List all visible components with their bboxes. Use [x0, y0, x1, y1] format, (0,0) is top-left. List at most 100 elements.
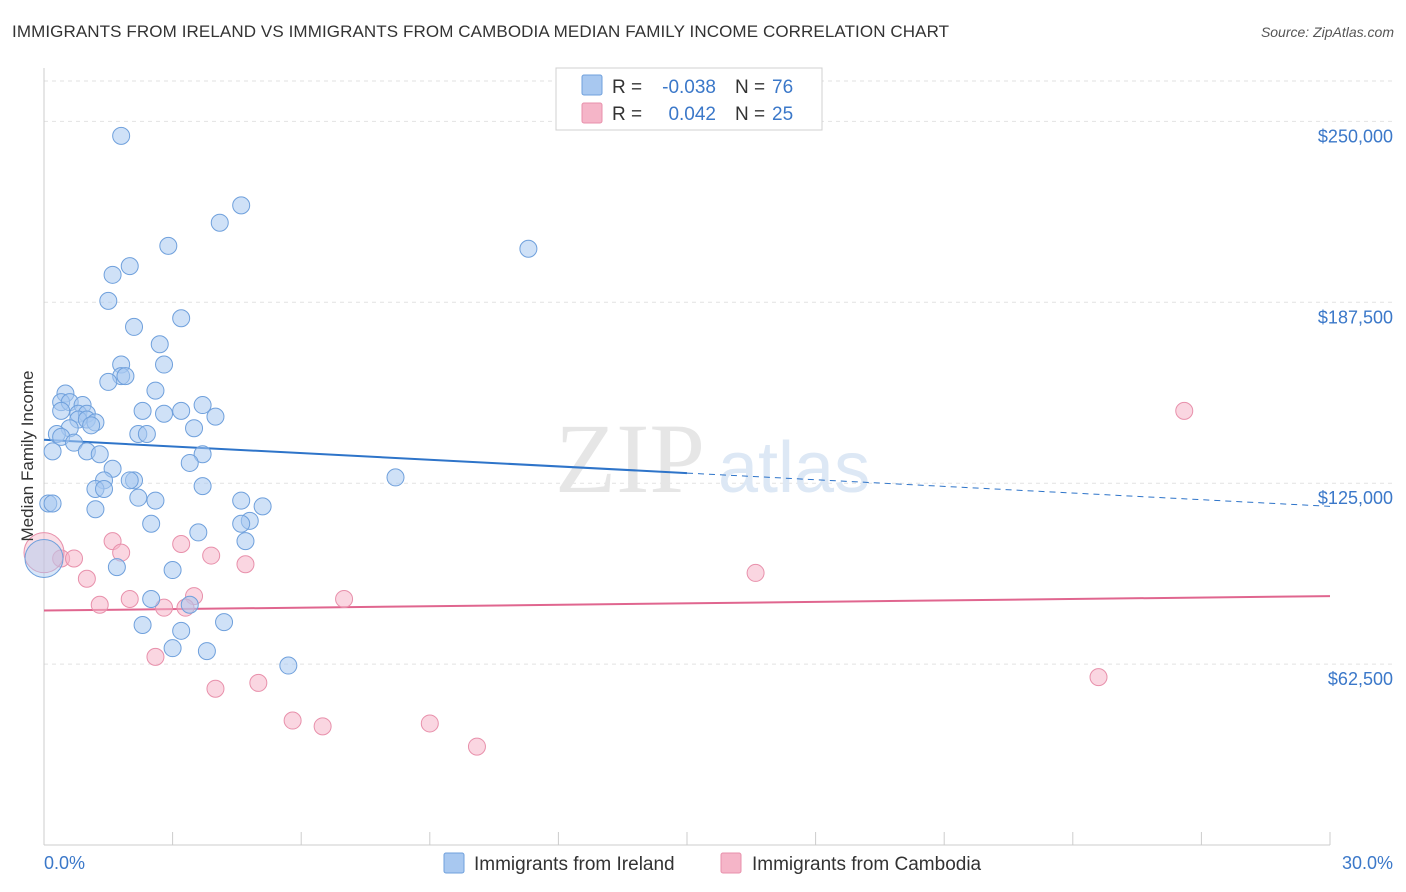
- ireland-point: [172, 401, 191, 420]
- ireland-swatch: [581, 74, 603, 96]
- ireland-point: [172, 621, 191, 640]
- cambodia-point: [746, 563, 765, 582]
- watermark-zip: ZIP: [555, 403, 705, 514]
- ireland-point: [146, 491, 165, 510]
- ireland-point: [180, 595, 199, 614]
- ireland-r-value: -0.038: [662, 77, 716, 98]
- ireland-point: [116, 367, 135, 386]
- ireland-point: [197, 642, 216, 661]
- ireland-point: [24, 538, 64, 578]
- ireland-point: [253, 497, 272, 516]
- ireland-point: [193, 477, 212, 496]
- x-tick-label: 0.0%: [44, 853, 85, 873]
- ireland-point: [155, 404, 174, 423]
- ireland-point: [206, 407, 225, 426]
- series-legend: Immigrants from Ireland Immigrants from …: [443, 852, 982, 875]
- cambodia-point: [420, 714, 439, 733]
- ireland-point: [210, 213, 229, 232]
- ireland-point: [159, 236, 178, 255]
- legend-ireland-label: Immigrants from Ireland: [474, 854, 675, 875]
- cambodia-point: [202, 546, 221, 565]
- ireland-point: [133, 401, 152, 420]
- cambodia-point: [65, 549, 84, 568]
- ireland-point: [99, 372, 118, 391]
- ireland-point: [95, 479, 114, 498]
- y-tick-labels: $62,500 $125,000 $187,500 $250,000: [1318, 126, 1393, 689]
- ireland-point: [193, 396, 212, 415]
- ireland-point: [163, 639, 182, 658]
- ireland-point: [155, 355, 174, 374]
- y-tick-label: $62,500: [1328, 669, 1393, 689]
- ireland-point: [180, 453, 199, 472]
- ireland-point: [142, 514, 161, 533]
- ireland-point: [103, 265, 122, 284]
- ireland-trend-line-extrapolated: [686, 472, 1331, 507]
- ireland-point: [236, 532, 255, 551]
- ireland-point: [146, 381, 165, 400]
- x-tick-labels: 0.0% 30.0%: [44, 853, 1393, 873]
- ireland-point: [232, 491, 251, 510]
- cambodia-point: [155, 598, 174, 617]
- legend-ireland-swatch: [443, 852, 465, 874]
- cambodia-r-value: 0.042: [668, 104, 716, 125]
- cambodia-point: [335, 589, 354, 608]
- ireland-n-label: N =: [735, 77, 765, 98]
- cambodia-point: [120, 589, 139, 608]
- ireland-trend-line: [43, 438, 688, 475]
- cambodia-point: [283, 711, 302, 730]
- ireland-point: [215, 613, 234, 632]
- ireland-point: [86, 500, 105, 519]
- ireland-point: [120, 257, 139, 276]
- x-tick-label: 30.0%: [1342, 853, 1393, 873]
- y-tick-label: $250,000: [1318, 126, 1393, 146]
- axes: [43, 68, 1331, 846]
- ireland-point: [189, 523, 208, 542]
- cambodia-n-label: N =: [735, 104, 765, 125]
- ireland-point: [112, 126, 131, 145]
- ireland-point: [232, 514, 251, 533]
- ireland-point: [519, 239, 538, 258]
- ireland-point: [129, 488, 148, 507]
- cambodia-point: [1089, 668, 1108, 687]
- cambodia-swatch: [581, 102, 603, 124]
- y-tick-label: $125,000: [1318, 488, 1393, 508]
- ireland-point: [193, 445, 212, 464]
- ireland-point: [163, 561, 182, 580]
- cambodia-point: [172, 534, 191, 553]
- cambodia-point: [1175, 401, 1194, 420]
- ireland-point: [65, 433, 84, 452]
- ireland-r-label: R =: [612, 77, 642, 98]
- ireland-point: [172, 309, 191, 328]
- ireland-point: [99, 291, 118, 310]
- ireland-point: [137, 425, 156, 444]
- ireland-n-value: 76: [772, 77, 793, 98]
- ireland-point: [386, 468, 405, 487]
- ireland-point: [279, 656, 298, 675]
- ireland-points: [24, 126, 538, 675]
- ireland-point: [232, 196, 251, 215]
- legend-cambodia-label: Immigrants from Cambodia: [752, 854, 982, 875]
- ireland-point: [82, 416, 101, 435]
- ireland-point: [185, 419, 204, 438]
- cambodia-point: [146, 647, 165, 666]
- cambodia-point: [206, 679, 225, 698]
- y-axis-label: Median Family Income: [18, 370, 37, 541]
- cambodia-point: [77, 569, 96, 588]
- cambodia-point: [313, 717, 332, 736]
- cambodia-point: [236, 555, 255, 574]
- source-credit: Source: ZipAtlas.com: [1260, 24, 1394, 40]
- watermark-atlas: atlas: [718, 428, 870, 508]
- ireland-point: [120, 471, 139, 490]
- ireland-point: [52, 401, 71, 420]
- ireland-point: [133, 616, 152, 635]
- chart-title: IMMIGRANTS FROM IRELAND VS IMMIGRANTS FR…: [12, 22, 950, 41]
- cambodia-trend-line: [43, 595, 1331, 612]
- stats-legend: R = -0.038 N = 76 R = 0.042 N = 25: [555, 67, 823, 131]
- grid-lines: [44, 80, 1394, 665]
- trend-lines: [43, 438, 1331, 612]
- ireland-point: [150, 335, 169, 354]
- legend-cambodia-swatch: [720, 852, 742, 874]
- cambodia-point: [467, 737, 486, 756]
- cambodia-point: [90, 595, 109, 614]
